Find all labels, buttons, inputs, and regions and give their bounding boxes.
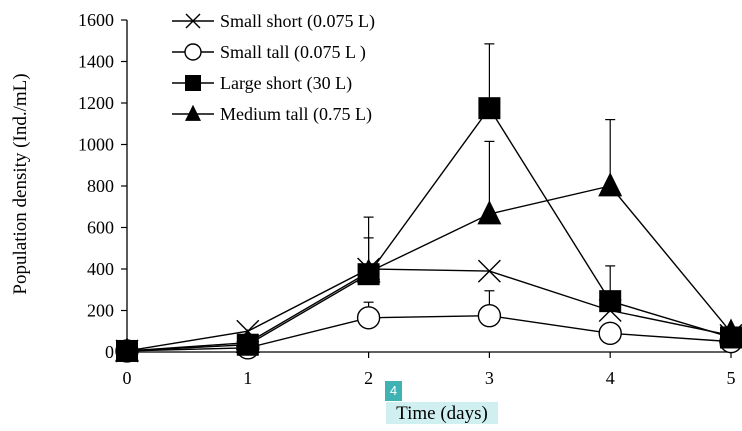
legend-marker (185, 13, 201, 29)
series-line (126, 185, 732, 352)
data-point (477, 303, 502, 328)
x-tick-label: 2 (364, 368, 373, 388)
x-tick-label: 3 (485, 368, 494, 388)
data-point (235, 328, 260, 354)
legend-label: Small short (0.075 L) (220, 11, 375, 32)
legend: Small short (0.075 L) Small tall (0.075 L… (172, 11, 375, 125)
series-markers (115, 97, 742, 363)
legend-label: Large short (30 L) (220, 73, 352, 94)
y-tick-label: 1200 (78, 93, 114, 113)
x-tick-label: 5 (727, 368, 736, 388)
data-point (599, 290, 622, 313)
y-tick-label: 1600 (78, 10, 114, 30)
x-tick-label: 4 (606, 368, 615, 388)
data-point (478, 97, 501, 120)
data-point (477, 259, 501, 283)
data-point (598, 172, 623, 197)
x-tick-label: 1 (243, 368, 252, 388)
series-lines (126, 106, 732, 352)
series-line (126, 106, 732, 352)
y-tick-label: 800 (87, 176, 114, 196)
series-line (126, 314, 732, 352)
marker-stroke (477, 259, 501, 283)
annotation-badge: 4 (385, 381, 402, 401)
data-point (115, 337, 139, 362)
data-point (356, 258, 381, 283)
data-point (719, 318, 742, 343)
y-tick-label: 0 (105, 342, 114, 362)
legend-label: Medium tall (0.75 L) (220, 104, 372, 125)
y-tick-label: 600 (87, 218, 114, 238)
axes: 0 200 400 600 800 1000 1200 1400 1600 0 1 2 3 4 5 (78, 10, 736, 388)
data-point (477, 200, 502, 225)
y-axis-label: Population density (Ind./mL) (10, 73, 31, 294)
data-point (598, 321, 622, 346)
y-tick-label: 1400 (78, 52, 114, 72)
marker-stroke (185, 13, 201, 29)
x-axis-label: Time (days) (396, 403, 488, 424)
data-point (356, 306, 381, 330)
x-axis-label-highlight (386, 402, 498, 424)
y-tick-label: 400 (87, 259, 114, 279)
legend-marker (185, 75, 201, 91)
legend-label: Small tall (0.075 L ) (220, 42, 366, 63)
y-tick-label: 1000 (78, 135, 114, 155)
x-tick-label: 0 (123, 368, 132, 388)
y-tick-label: 200 (87, 301, 114, 321)
series-line (126, 268, 732, 352)
legend-marker (184, 43, 202, 61)
legend-marker (185, 104, 201, 121)
